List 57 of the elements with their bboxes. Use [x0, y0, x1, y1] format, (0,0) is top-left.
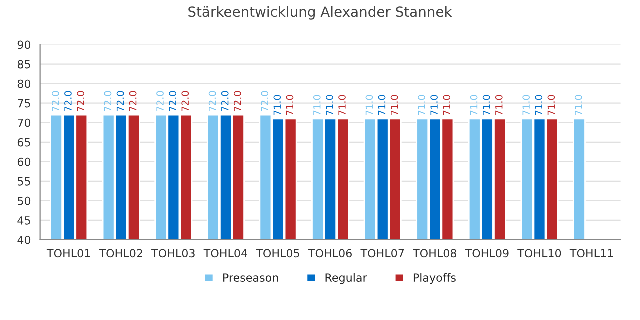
legend-label: Playoffs	[414, 273, 456, 284]
y-tick-label: 80	[18, 80, 31, 88]
data-label: 72.0	[234, 91, 242, 112]
data-label: 71.0	[548, 95, 556, 116]
y-tick-label: 55	[18, 178, 30, 186]
data-label: 72.0	[261, 91, 269, 112]
y-tick-label: 40	[18, 236, 31, 244]
data-label: 71.0	[286, 95, 294, 116]
x-tick-label: TOHL02	[99, 249, 142, 258]
data-label: 72.0	[156, 91, 164, 112]
data-label: 72.0	[169, 91, 176, 112]
x-tick-label: TOHL07	[360, 249, 404, 258]
y-tick-label: 65	[18, 138, 30, 147]
data-label: 71.0	[535, 95, 543, 116]
data-label: 72.0	[116, 91, 124, 112]
data-label: 71.0	[378, 95, 386, 116]
y-tick-label: 50	[18, 196, 31, 206]
data-label: 71.0	[430, 95, 438, 116]
legend-label: Regular	[326, 273, 368, 284]
x-tick-label: TOHL05	[256, 249, 300, 258]
y-tick-label: 75	[18, 99, 30, 108]
x-tick-label: TOHL08	[413, 249, 456, 258]
data-label: 71.0	[495, 95, 503, 116]
data-label: 71.0	[326, 95, 334, 116]
data-label: 72.0	[182, 91, 190, 112]
data-label: 71.0	[522, 95, 530, 116]
data-label: 71.0	[418, 95, 426, 116]
x-tick-label: TOHL06	[308, 249, 352, 258]
data-label: 72.0	[52, 91, 60, 112]
x-tick-label: TOHL10	[518, 249, 562, 258]
data-label: 71.0	[443, 95, 451, 116]
data-label: 72.0	[221, 91, 229, 112]
data-label: 71.0	[390, 95, 398, 116]
x-tick-label: TOHL01	[46, 249, 90, 258]
y-tick-label: 70	[18, 118, 31, 128]
data-label: 72.0	[129, 91, 137, 112]
y-tick-label: 45	[18, 216, 30, 225]
data-label: 71.0	[274, 95, 282, 116]
data-label: 71.0	[338, 95, 346, 116]
y-tick-label: 90	[18, 40, 31, 50]
data-label: 72.0	[77, 91, 84, 112]
y-tick-label: 85	[18, 60, 30, 69]
y-tick-label: 60	[18, 158, 31, 166]
data-label: 71.0	[366, 95, 374, 116]
legend-label: Preseason	[224, 274, 278, 282]
data-label: 71.0	[482, 95, 490, 116]
x-tick-label: TOHL11	[570, 249, 614, 258]
x-tick-label: TOHL09	[465, 249, 509, 258]
data-label: 71.0	[313, 95, 321, 116]
chart-title: Stärkeentwicklung Alexander Stannek	[188, 6, 452, 20]
data-label: 72.0	[208, 91, 216, 112]
data-label: 72.0	[64, 91, 72, 112]
x-tick-label: TOHL04	[204, 249, 248, 258]
data-label: 72.0	[104, 91, 112, 112]
data-label: 71.0	[470, 95, 478, 116]
data-label: 71.0	[574, 95, 582, 116]
x-tick-label: TOHL03	[152, 249, 195, 258]
